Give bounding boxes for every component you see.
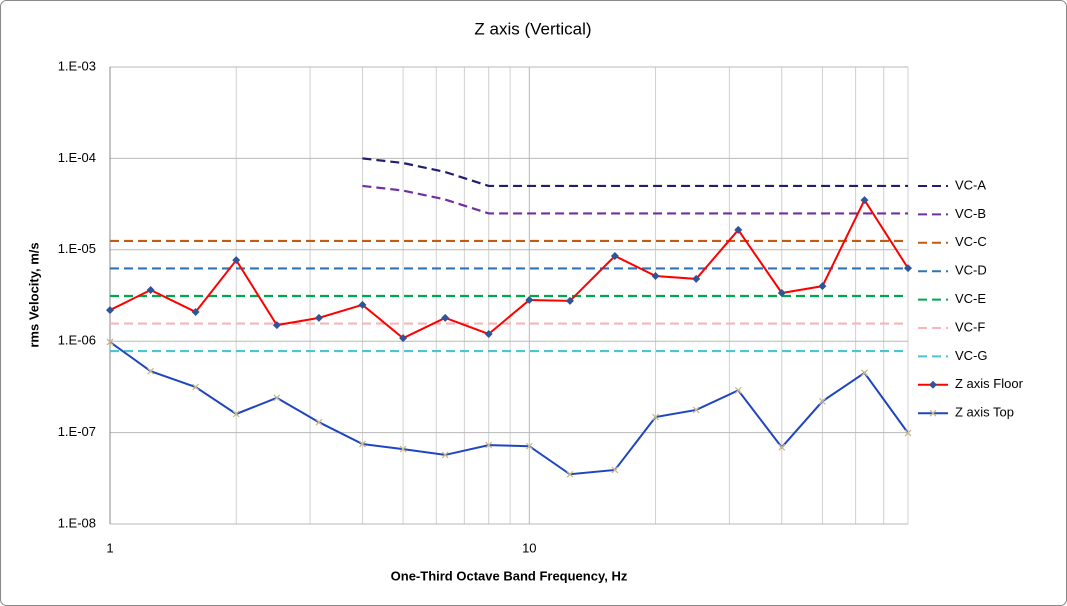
legend-marker — [929, 380, 937, 389]
data-point — [485, 441, 493, 449]
data-point — [232, 410, 240, 418]
data-point — [566, 470, 574, 478]
legend-label: VC-D — [955, 263, 987, 278]
data-point — [818, 397, 826, 405]
data-point — [232, 256, 241, 265]
data-point — [106, 306, 114, 315]
y-tick-label: 1.E-04 — [58, 150, 96, 165]
data-point — [904, 429, 912, 437]
data-point — [861, 369, 868, 377]
data-point — [146, 286, 155, 295]
y-tick-label: 1.E-03 — [58, 58, 96, 73]
y-tick-label: 1.E-07 — [58, 424, 96, 439]
data-point — [565, 296, 574, 305]
x-tick-label: 1 — [106, 540, 113, 555]
legend-label: Z axis Top — [955, 405, 1014, 420]
data-point — [818, 282, 827, 291]
data-point — [860, 196, 869, 205]
data-point — [778, 443, 786, 451]
chart-title: Z axis (Vertical) — [474, 19, 591, 38]
data-point — [441, 451, 449, 459]
legend-label: VC-C — [955, 234, 987, 249]
data-point — [441, 313, 450, 322]
x-tick-label: 10 — [522, 540, 536, 555]
y-axis-title: rms Velocity, m/s — [26, 242, 41, 347]
y-tick-label: 1.E-08 — [58, 515, 96, 530]
data-point — [525, 442, 533, 450]
data-point — [652, 413, 660, 421]
data-point — [272, 321, 281, 330]
data-point — [734, 225, 743, 234]
legend-label: VC-A — [955, 177, 986, 192]
series-line — [362, 157, 908, 188]
y-tick-label: 1.E-06 — [58, 333, 96, 348]
data-point — [484, 329, 493, 338]
series-line — [109, 198, 909, 340]
data-point — [525, 296, 534, 305]
data-point — [692, 274, 701, 283]
data-point — [692, 406, 700, 414]
legend-label: VC-E — [955, 291, 986, 306]
legend-label: VC-F — [955, 319, 985, 334]
series-line — [109, 341, 909, 476]
data-point — [273, 394, 281, 402]
data-point — [314, 313, 323, 322]
data-point — [147, 367, 155, 375]
data-point — [651, 271, 660, 280]
data-point — [611, 466, 619, 474]
data-point — [734, 386, 742, 394]
data-point — [191, 307, 200, 316]
data-point — [399, 445, 407, 453]
data-point — [358, 440, 366, 448]
data-point — [399, 334, 408, 343]
x-axis-title: One-Third Octave Band Frequency, Hz — [391, 568, 628, 583]
data-point — [192, 383, 200, 391]
legend-marker — [929, 409, 937, 417]
data-point — [610, 252, 619, 261]
series-line — [362, 184, 908, 215]
data-point — [315, 418, 323, 426]
data-point — [106, 338, 114, 346]
data-point — [358, 300, 367, 309]
legend-label: Z axis Floor — [955, 376, 1024, 391]
data-point — [904, 264, 912, 273]
data-point — [777, 288, 786, 297]
legend-label: VC-G — [955, 348, 988, 363]
y-tick-label: 1.E-05 — [58, 241, 96, 256]
legend-label: VC-B — [955, 206, 986, 221]
